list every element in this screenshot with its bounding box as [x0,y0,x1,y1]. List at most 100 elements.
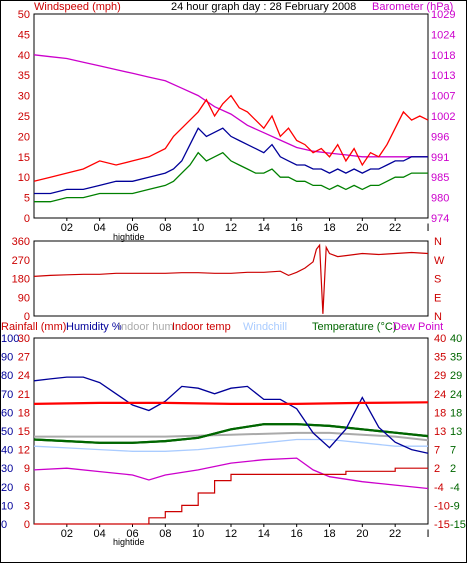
climate-xtick-end: I [426,528,429,540]
indoor-temp-ytick-6: 18 [434,407,446,419]
climate-xtick-1: 04 [94,528,106,540]
rain-ytick-0: 0 [24,519,30,531]
rain-ytick-8: 24 [18,370,30,382]
temp-ytick-10: 40 [450,333,462,345]
wind-xtick-9: 20 [356,222,368,234]
tide-label-1: hightide [113,232,145,242]
indoor-temp-ytick-2: -4 [434,482,444,494]
climate-xtick-5: 12 [225,528,237,540]
indoor-temp-ytick-5: 13 [434,426,446,438]
indoor-temp-line-top [33,401,429,405]
windspeed-label: Windspeed (mph) [34,1,121,13]
baro-ytick-2: 985 [431,172,449,184]
indoor-temp-ytick-9: 35 [434,352,446,364]
wind-ytick-7: 35 [18,70,30,82]
climate-xtick-4: 10 [192,528,204,540]
dir-ytick-4: 360 [12,236,30,248]
rain-ytick-6: 18 [18,407,30,419]
compass-label-2: S [434,274,441,286]
climate-xtick-2: 06 [126,528,138,540]
rain-ytick-9: 27 [18,352,30,364]
dir-ytick-1: 90 [18,292,30,304]
rainfall-label: Rainfall (mm) [1,321,66,333]
temp-ytick-7: 24 [450,389,462,401]
wind-ytick-6: 30 [18,91,30,103]
humidity-ytick-1: 10 [1,500,13,512]
wind-xtick-2: 06 [126,222,138,234]
windchill-line [33,438,428,452]
baro-ytick-0: 974 [431,213,449,225]
dir-ytick-2: 180 [12,274,30,286]
wind-xtick-5: 12 [225,222,237,234]
baro-ytick-7: 1013 [431,70,455,82]
direction-panel-frame [33,240,429,317]
temp-ytick-2: -4 [450,482,460,494]
compass-label-3: E [434,292,441,304]
rain-ytick-1: 3 [24,500,30,512]
wind-xtick-end: I [426,222,429,234]
baro-ytick-4: 996 [431,131,449,143]
wind-xtick-4: 10 [192,222,204,234]
compass-label-1: W [434,255,445,267]
compass-label-0: N [434,236,442,248]
indoor-temp-ytick-4: 7 [434,445,440,457]
wind-xtick-0: 02 [61,222,73,234]
barometer-line [33,54,428,158]
baro-ytick-9: 1024 [431,29,455,41]
wind-xtick-10: 22 [389,222,401,234]
rain-ytick-10: 30 [18,333,30,345]
indoor-temp-line-overlay [33,423,429,444]
baro-ytick-6: 1007 [431,91,455,103]
climate-xtick-6: 14 [258,528,270,540]
climate-xtick-7: 16 [291,528,303,540]
indoor-temp-ytick-10: 40 [434,333,446,345]
baro-ytick-10: 1029 [431,9,455,21]
rain-ytick-5: 15 [18,426,30,438]
dewpoint-line [33,457,429,490]
dir-ytick-3: 270 [12,255,30,267]
rain-ytick-2: 6 [24,482,30,494]
indoor-temp-ytick-8: 29 [434,370,446,382]
rainfall-line [34,467,428,525]
wind-ytick-8: 40 [18,50,30,62]
wind-xtick-8: 18 [323,222,335,234]
wind-ytick-2: 10 [18,172,30,184]
humidity-ytick-8: 80 [1,370,13,382]
indoor-temp-label: Indoor temp [172,321,231,333]
tide-label-3: hightide [113,537,145,547]
baro-ytick-5: 1002 [431,111,455,123]
temp-ytick-3: 2 [450,463,456,475]
rain-ytick-3: 9 [24,463,30,475]
baro-ytick-8: 1018 [431,50,455,62]
temp-ytick-0: -15 [450,519,466,531]
baro-ytick-1: 980 [431,193,449,205]
climate-xtick-8: 18 [323,528,335,540]
windchill-label: Windchill [243,321,287,333]
dir-ytick-0: 0 [24,311,30,323]
climate-xtick-3: 08 [159,528,171,540]
indoor-humidity-line [34,431,429,442]
humidity-ytick-4: 40 [1,445,13,457]
climate-xtick-0: 02 [61,528,73,540]
climate-xtick-9: 20 [356,528,368,540]
wind-ytick-5: 25 [18,111,30,123]
gust-line [33,94,429,182]
temp-ytick-4: 7 [450,445,456,457]
temperature-label: Temperature (°C) [312,321,396,333]
wind-xtick-7: 16 [291,222,303,234]
wind-xtick-6: 14 [258,222,270,234]
indoor-hum-label: Indoor hum [118,321,174,333]
indoor-temp-ytick-1: -10 [434,500,450,512]
indoor-temp-ytick-3: 2 [434,463,440,475]
wind-ytick-3: 15 [18,152,30,164]
wind-ytick-0: 0 [24,213,30,225]
temp-ytick-8: 29 [450,370,462,382]
humidity-ytick-6: 60 [1,407,13,419]
wind-ytick-10: 50 [18,9,30,21]
wind-direction-line [33,243,429,314]
humidity-ytick-9: 90 [1,352,13,364]
rain-ytick-7: 21 [18,389,30,401]
indoor-temp-line [33,423,429,444]
